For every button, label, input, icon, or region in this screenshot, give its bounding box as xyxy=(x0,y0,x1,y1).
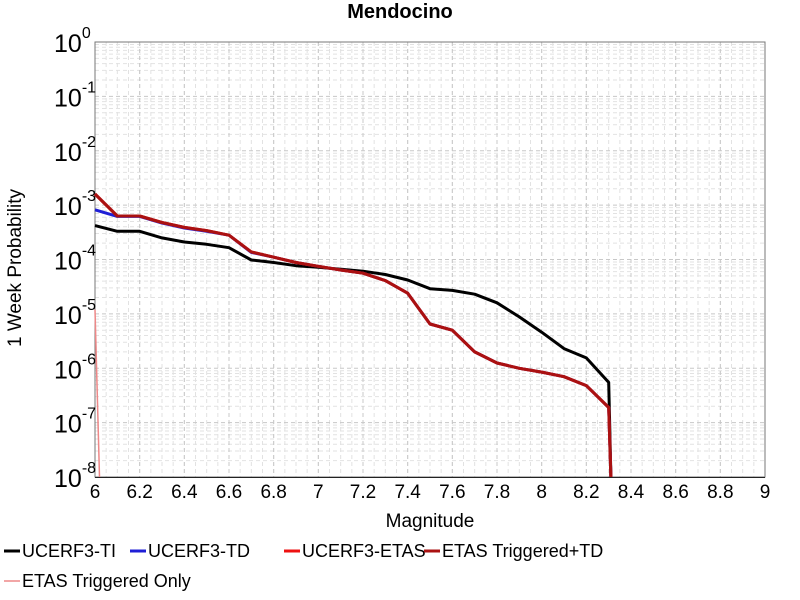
y-tick-labels: 10-8 10-7 10-6 10-5 10-4 10-3 10-2 10-1 100 xyxy=(54,25,96,493)
y-tick-label: 10-8 xyxy=(54,460,96,493)
x-tick-label: 6.2 xyxy=(126,482,152,503)
x-tick-label: 6.4 xyxy=(171,482,198,503)
y-tick-label: 10-3 xyxy=(54,188,96,221)
legend-label: ETAS Triggered+TD xyxy=(442,541,603,561)
plot-frame-bottom xyxy=(95,477,765,478)
x-axis-label: Magnitude xyxy=(386,511,475,532)
legend-label: ETAS Triggered Only xyxy=(22,571,191,591)
series-line xyxy=(93,192,613,478)
legend-label: UCERF3-ETAS xyxy=(302,541,426,561)
x-tick-label: 7 xyxy=(313,482,324,503)
y-tick-label: 100 xyxy=(54,25,91,58)
series-line xyxy=(94,224,613,478)
y-tick-label: 10-1 xyxy=(54,79,96,112)
y-axis-label: 1 Week Probability xyxy=(5,188,26,347)
x-tick-label: 9 xyxy=(760,482,771,503)
x-tick-label: 8 xyxy=(536,482,547,503)
y-tick-label: 10-6 xyxy=(54,351,96,384)
legend: UCERF3-TI UCERF3-TD UCERF3-ETAS ETAS Trigge… xyxy=(4,541,603,591)
y-tick-label: 10-2 xyxy=(54,134,96,167)
legend-label: UCERF3-TI xyxy=(22,541,116,561)
x-tick-label: 6.6 xyxy=(216,482,242,503)
y-tick-label: 10-4 xyxy=(54,243,96,276)
x-tick-label: 8.2 xyxy=(573,482,599,503)
series-line xyxy=(94,309,101,478)
x-tick-label: 7.4 xyxy=(394,482,421,503)
x-tick-label: 6 xyxy=(90,482,101,503)
x-tick-label: 8.4 xyxy=(618,482,645,503)
x-tick-label: 6.8 xyxy=(260,482,286,503)
x-tick-label: 7.2 xyxy=(350,482,376,503)
x-tick-label: 7.6 xyxy=(439,482,465,503)
y-tick-label: 10-5 xyxy=(54,297,96,330)
series-layer xyxy=(93,192,613,478)
x-tick-label: 8.6 xyxy=(662,482,688,503)
x-tick-label: 7.8 xyxy=(484,482,510,503)
x-tick-labels: 6 6.2 6.4 6.6 6.8 7 7.2 7.4 7.6 7.8 8 8.2 8.4 8.6 8.8 9 xyxy=(90,482,771,503)
chart-title: Mendocino xyxy=(347,1,453,23)
y-tick-label: 10-7 xyxy=(54,406,96,439)
major-gridlines xyxy=(94,41,766,478)
legend-label: UCERF3-TD xyxy=(148,541,250,561)
x-tick-label: 8.8 xyxy=(707,482,733,503)
